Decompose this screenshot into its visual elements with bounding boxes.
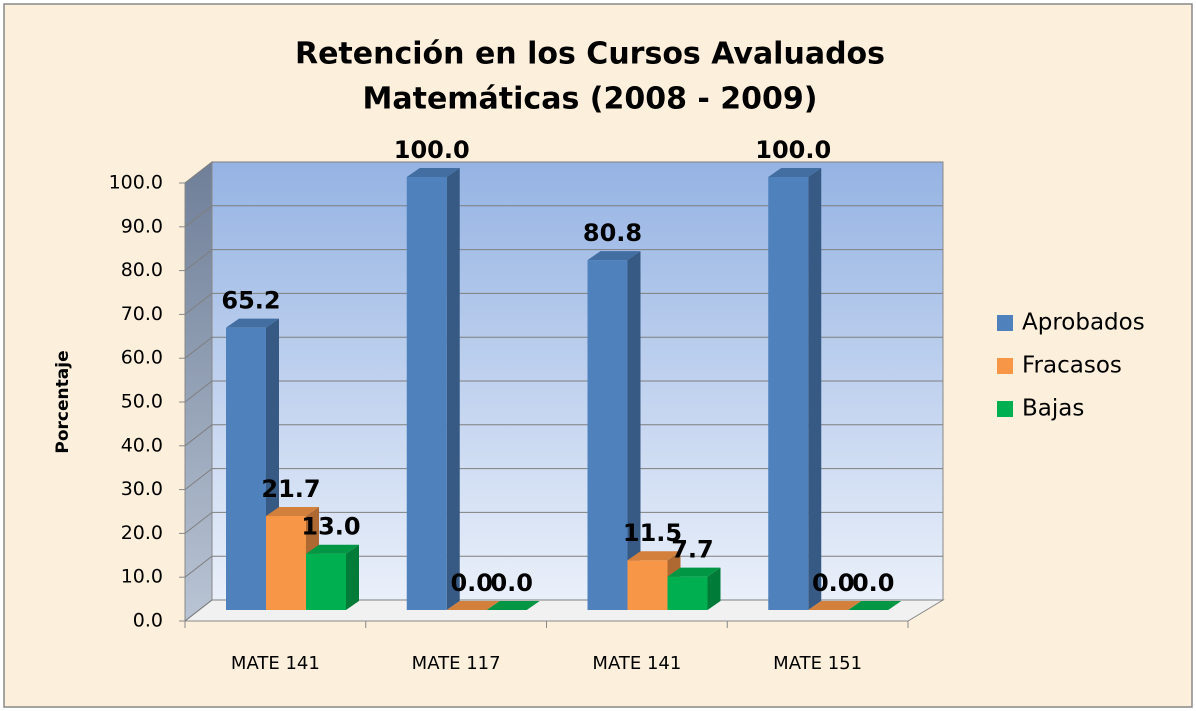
y-tick-label: 50.0: [121, 391, 163, 413]
bar-side: [627, 251, 641, 611]
legend-swatch: [997, 315, 1013, 331]
y-tick-label: 80.0: [121, 259, 163, 281]
bar: [306, 553, 346, 610]
bar-top: [667, 567, 721, 577]
grid-line: [184, 555, 943, 578]
x-tick-label: MATE 151: [773, 653, 862, 674]
bar-top: [446, 601, 500, 610]
grid-line: [184, 380, 943, 403]
bar: [266, 516, 306, 610]
data-label: 65.2: [221, 287, 280, 315]
legend-label: Fracasos: [1022, 353, 1122, 379]
y-tick-label: 20.0: [121, 522, 163, 544]
grid-line: [184, 468, 943, 490]
y-tick-label: 40.0: [121, 434, 163, 456]
data-label: 100.0: [394, 136, 470, 164]
legend-swatch: [997, 358, 1013, 374]
data-label: 0.0: [812, 569, 855, 597]
grid-line: [184, 424, 943, 447]
bar-side: [808, 168, 822, 610]
data-label: 0.0: [852, 569, 895, 597]
y-tick-label: 70.0: [121, 303, 163, 325]
x-tick-label: MATE 141: [231, 653, 320, 674]
x-tick-label: MATE 117: [412, 653, 501, 674]
bar-side: [707, 567, 721, 610]
bar-top: [587, 251, 641, 261]
grid-line: [184, 249, 943, 271]
y-tick-label: 30.0: [121, 478, 163, 500]
legend-swatch: [997, 401, 1013, 417]
data-label: 11.5: [623, 519, 682, 547]
bar-top: [306, 544, 359, 554]
bar-top: [486, 601, 540, 610]
grid-line: [184, 511, 943, 534]
bar-top: [627, 551, 681, 561]
bar-top: [226, 318, 279, 328]
data-label: 100.0: [755, 136, 831, 164]
bar-top: [848, 601, 902, 610]
bar: [768, 177, 809, 610]
grid-line: [184, 292, 943, 315]
data-label: 13.0: [301, 513, 360, 541]
bar-top: [266, 507, 319, 517]
legend-label: Aprobados: [1022, 310, 1145, 336]
bar: [226, 327, 266, 610]
y-tick-label: 0.0: [133, 610, 163, 632]
bar-side: [346, 544, 359, 610]
chart-subtitle: Matemáticas (2008 - 2009): [363, 82, 818, 117]
data-label: 80.8: [583, 219, 642, 247]
x-tick-label: MATE 141: [592, 653, 681, 674]
bar: [667, 576, 708, 610]
bar-top: [406, 168, 460, 177]
data-label: 0.0: [450, 569, 493, 597]
plot-area: [179, 160, 945, 628]
grid-line: [184, 336, 943, 359]
data-label: 21.7: [261, 475, 320, 503]
bar: [587, 260, 628, 610]
grid-line: [184, 205, 943, 228]
y-tick-label: 90.0: [121, 215, 163, 237]
y-tick-label: 60.0: [121, 347, 163, 369]
bar: [406, 177, 447, 610]
bar-side: [446, 168, 460, 610]
data-label: 7.7: [671, 536, 714, 564]
y-tick-label: 100.0: [109, 172, 163, 194]
bar-top: [768, 168, 822, 177]
grid-line: [184, 161, 943, 184]
y-tick-label: 10.0: [121, 566, 163, 588]
bar-top: [808, 601, 862, 610]
data-label: 0.0: [490, 569, 533, 597]
legend-label: Bajas: [1022, 396, 1084, 422]
y-axis-title: Porcentaje: [53, 350, 73, 453]
bar: [627, 560, 668, 610]
chart-title: Retención en los Cursos Avaluados: [295, 37, 885, 72]
